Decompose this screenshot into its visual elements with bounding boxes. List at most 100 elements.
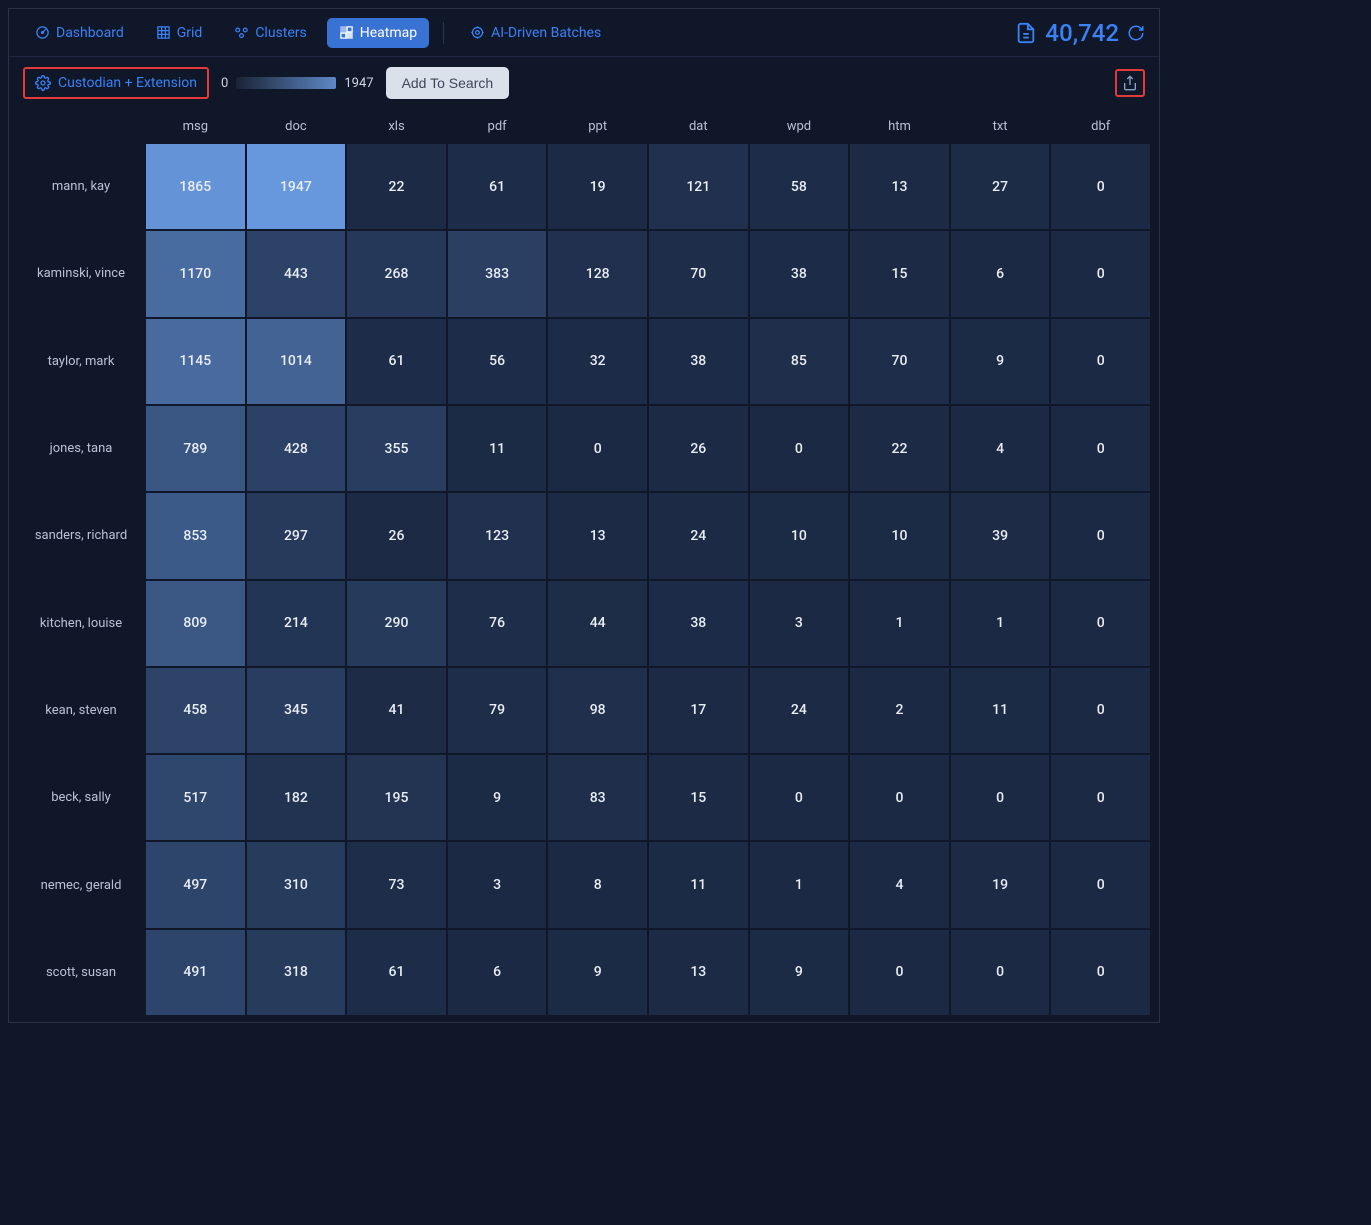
heatmap-cell[interactable]: 0	[1050, 492, 1151, 579]
column-header[interactable]: wpd	[749, 109, 850, 143]
nav-tab-grid[interactable]: Grid	[144, 18, 215, 48]
heatmap-cell[interactable]: 26	[346, 492, 447, 579]
heatmap-cell[interactable]: 1	[950, 580, 1051, 667]
heatmap-cell[interactable]: 13	[547, 492, 648, 579]
heatmap-cell[interactable]: 15	[648, 754, 749, 841]
heatmap-config-button[interactable]: Custodian + Extension	[23, 67, 209, 99]
column-header[interactable]: txt	[950, 109, 1051, 143]
heatmap-cell[interactable]: 4	[950, 405, 1051, 492]
nav-tab-ai-driven-batches[interactable]: AI-Driven Batches	[458, 18, 613, 48]
heatmap-cell[interactable]: 76	[447, 580, 548, 667]
heatmap-cell[interactable]: 13	[849, 143, 950, 230]
heatmap-cell[interactable]: 0	[849, 754, 950, 841]
heatmap-cell[interactable]: 0	[749, 754, 850, 841]
heatmap-cell[interactable]: 0	[1050, 405, 1151, 492]
heatmap-cell[interactable]: 98	[547, 667, 648, 754]
heatmap-cell[interactable]: 345	[246, 667, 347, 754]
heatmap-cell[interactable]: 73	[346, 841, 447, 928]
column-header[interactable]: htm	[849, 109, 950, 143]
heatmap-cell[interactable]: 517	[145, 754, 246, 841]
row-header[interactable]: jones, tana	[17, 405, 145, 492]
heatmap-cell[interactable]: 1014	[246, 318, 347, 405]
heatmap-cell[interactable]: 70	[648, 230, 749, 317]
refresh-icon[interactable]	[1127, 24, 1145, 42]
heatmap-cell[interactable]: 0	[1050, 841, 1151, 928]
heatmap-cell[interactable]: 383	[447, 230, 548, 317]
heatmap-cell[interactable]: 0	[1050, 143, 1151, 230]
heatmap-cell[interactable]: 10	[749, 492, 850, 579]
heatmap-cell[interactable]: 9	[950, 318, 1051, 405]
heatmap-cell[interactable]: 11	[648, 841, 749, 928]
heatmap-cell[interactable]: 0	[1050, 929, 1151, 1016]
heatmap-cell[interactable]: 26	[648, 405, 749, 492]
heatmap-cell[interactable]: 497	[145, 841, 246, 928]
heatmap-cell[interactable]: 458	[145, 667, 246, 754]
heatmap-cell[interactable]: 0	[1050, 318, 1151, 405]
heatmap-cell[interactable]: 38	[749, 230, 850, 317]
column-header[interactable]: dat	[648, 109, 749, 143]
heatmap-cell[interactable]: 1145	[145, 318, 246, 405]
heatmap-cell[interactable]: 2	[849, 667, 950, 754]
row-header[interactable]: beck, sally	[17, 754, 145, 841]
heatmap-cell[interactable]: 22	[849, 405, 950, 492]
heatmap-cell[interactable]: 61	[346, 929, 447, 1016]
heatmap-cell[interactable]: 789	[145, 405, 246, 492]
row-header[interactable]: taylor, mark	[17, 318, 145, 405]
heatmap-cell[interactable]: 9	[447, 754, 548, 841]
heatmap-cell[interactable]: 853	[145, 492, 246, 579]
heatmap-cell[interactable]: 6	[447, 929, 548, 1016]
heatmap-cell[interactable]: 8	[547, 841, 648, 928]
heatmap-cell[interactable]: 4	[849, 841, 950, 928]
heatmap-cell[interactable]: 0	[1050, 754, 1151, 841]
heatmap-cell[interactable]: 3	[749, 580, 850, 667]
heatmap-cell[interactable]: 10	[849, 492, 950, 579]
nav-tab-dashboard[interactable]: Dashboard	[23, 18, 136, 48]
heatmap-cell[interactable]: 24	[749, 667, 850, 754]
heatmap-cell[interactable]: 0	[1050, 580, 1151, 667]
heatmap-cell[interactable]: 1	[749, 841, 850, 928]
heatmap-cell[interactable]: 61	[447, 143, 548, 230]
heatmap-cell[interactable]: 38	[648, 318, 749, 405]
heatmap-cell[interactable]: 11	[447, 405, 548, 492]
heatmap-cell[interactable]: 9	[547, 929, 648, 1016]
heatmap-cell[interactable]: 310	[246, 841, 347, 928]
heatmap-cell[interactable]: 214	[246, 580, 347, 667]
heatmap-cell[interactable]: 83	[547, 754, 648, 841]
heatmap-cell[interactable]: 44	[547, 580, 648, 667]
heatmap-cell[interactable]: 85	[749, 318, 850, 405]
heatmap-cell[interactable]: 56	[447, 318, 548, 405]
heatmap-cell[interactable]: 1	[849, 580, 950, 667]
heatmap-cell[interactable]: 1865	[145, 143, 246, 230]
row-header[interactable]: scott, susan	[17, 929, 145, 1016]
heatmap-cell[interactable]: 41	[346, 667, 447, 754]
add-to-search-button[interactable]: Add To Search	[386, 67, 510, 99]
heatmap-cell[interactable]: 27	[950, 143, 1051, 230]
column-header[interactable]: xls	[346, 109, 447, 143]
row-header[interactable]: sanders, richard	[17, 492, 145, 579]
column-header[interactable]: doc	[246, 109, 347, 143]
heatmap-cell[interactable]: 1947	[246, 143, 347, 230]
row-header[interactable]: kaminski, vince	[17, 230, 145, 317]
row-header[interactable]: kean, steven	[17, 667, 145, 754]
heatmap-cell[interactable]: 0	[849, 929, 950, 1016]
heatmap-cell[interactable]: 58	[749, 143, 850, 230]
heatmap-cell[interactable]: 491	[145, 929, 246, 1016]
heatmap-cell[interactable]: 290	[346, 580, 447, 667]
heatmap-cell[interactable]: 182	[246, 754, 347, 841]
heatmap-cell[interactable]: 11	[950, 667, 1051, 754]
heatmap-cell[interactable]: 6	[950, 230, 1051, 317]
heatmap-cell[interactable]: 355	[346, 405, 447, 492]
heatmap-cell[interactable]: 61	[346, 318, 447, 405]
heatmap-cell[interactable]: 1170	[145, 230, 246, 317]
heatmap-cell[interactable]: 22	[346, 143, 447, 230]
row-header[interactable]: mann, kay	[17, 143, 145, 230]
heatmap-cell[interactable]: 9	[749, 929, 850, 1016]
heatmap-cell[interactable]: 318	[246, 929, 347, 1016]
row-header[interactable]: kitchen, louise	[17, 580, 145, 667]
export-button[interactable]	[1115, 69, 1145, 97]
heatmap-cell[interactable]: 0	[1050, 230, 1151, 317]
heatmap-cell[interactable]: 0	[1050, 667, 1151, 754]
heatmap-cell[interactable]: 39	[950, 492, 1051, 579]
heatmap-cell[interactable]: 0	[547, 405, 648, 492]
nav-tab-heatmap[interactable]: Heatmap	[327, 18, 429, 48]
